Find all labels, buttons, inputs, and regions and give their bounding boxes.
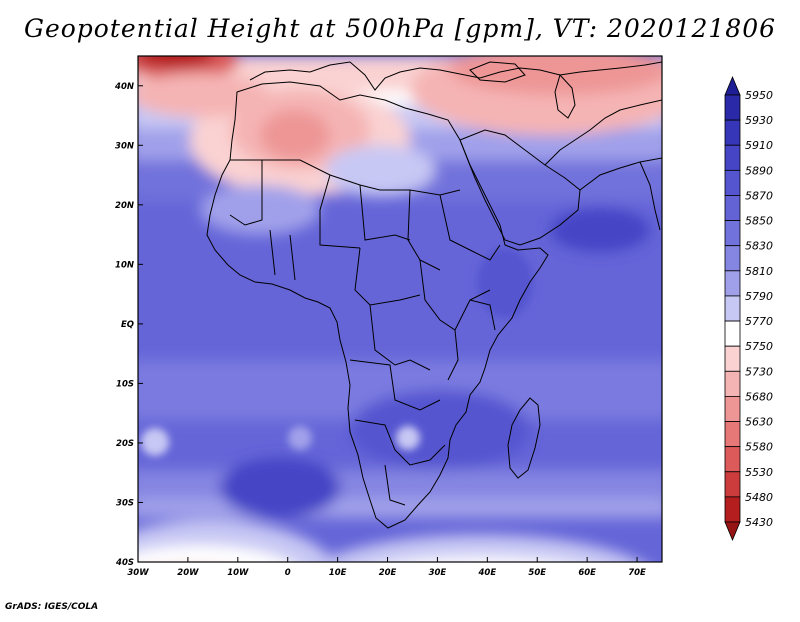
colorbar-segment (724, 220, 741, 247)
colorbar-segment (724, 421, 741, 448)
colorbar-segment (724, 345, 741, 372)
colorbar-label: 5850 (745, 215, 773, 228)
lon-label: 50E (528, 568, 546, 578)
coastlines (206, 61, 662, 529)
lon-label: 20E (379, 568, 397, 578)
lon-label: 10E (329, 568, 347, 578)
colorbar-label: 5480 (745, 491, 773, 504)
colorbar-label: 5830 (745, 240, 773, 253)
lat-label: 40N (114, 82, 134, 92)
colorbar-segment (724, 245, 741, 272)
colorbar: 5950 5930 5910 5890 5870 5850 5830 5810 5790 5770… (724, 75, 773, 542)
colorbar-label: 5680 (745, 390, 773, 403)
lat-label: 10N (115, 260, 134, 270)
lon-label: 60E (578, 568, 596, 578)
colorbar-bottom-arrow (724, 521, 741, 542)
colorbar-segment (724, 94, 741, 121)
lat-label: 30S (116, 498, 134, 508)
lon-label: 30E (429, 568, 447, 578)
colorbar-segment (724, 496, 741, 523)
colorbar-segment (724, 370, 741, 397)
lon-label: 40E (478, 568, 497, 578)
colorbar-segment (724, 195, 741, 221)
colorbar-segment (724, 396, 741, 422)
colorbar-label: 5910 (745, 139, 773, 152)
colorbar-label: 5770 (745, 315, 773, 328)
colorbar-label: 5630 (745, 416, 773, 429)
map-frame (137, 55, 663, 563)
height-field (138, 56, 662, 562)
lat-label: EQ (121, 320, 134, 330)
colorbar-label: 5580 (745, 441, 773, 454)
colorbar-segment (724, 270, 741, 297)
lon-label: 20W (177, 568, 199, 578)
lat-label: 40S (115, 558, 134, 568)
lon-label: 0 (285, 568, 291, 578)
colorbar-label: 5750 (745, 340, 773, 353)
colorbar-label: 5950 (745, 89, 773, 102)
colorbar-label: 5430 (745, 516, 773, 529)
colorbar-segment (724, 119, 741, 146)
colorbar-label: 5890 (745, 164, 773, 177)
lat-label: 30N (115, 141, 134, 151)
colorbar-segment (724, 471, 741, 498)
colorbar-label: 5530 (745, 466, 773, 479)
colorbar-segment (724, 295, 741, 322)
colorbar-label: 5810 (745, 265, 773, 278)
colorbar-top-arrow (724, 75, 741, 96)
colorbar-label: 5790 (745, 290, 773, 303)
lon-label: 70E (628, 568, 646, 578)
colorbar-segment (724, 320, 741, 347)
lat-label: 20N (115, 201, 134, 211)
colorbar-label: 5870 (745, 189, 773, 202)
colorbar-segment (724, 144, 741, 171)
colorbar-segment (724, 169, 741, 196)
lat-label: 20S (116, 439, 134, 449)
footer-credit: GrADS: IGES/COLA (5, 602, 99, 612)
colorbar-segment (724, 446, 741, 473)
colorbar-label: 5930 (745, 114, 773, 127)
map-title: Geopotential Height at 500hPa [gpm], VT:… (23, 14, 777, 43)
lon-label: 10W (227, 568, 249, 578)
colorbar-label: 5730 (745, 365, 773, 378)
lat-label: 10S (116, 379, 134, 389)
lon-label: 30W (127, 568, 149, 578)
